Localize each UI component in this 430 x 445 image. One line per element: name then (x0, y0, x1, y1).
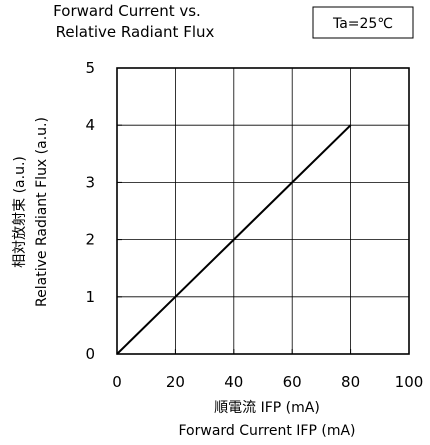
y-tick-label-5: 5 (85, 59, 95, 77)
plot-area: 0 20 40 60 80 100 0 1 2 3 4 5 (85, 59, 423, 391)
chart-title-line-1: Forward Current vs. (53, 2, 201, 20)
plot-border (116, 67, 410, 355)
y-axis-label-en: Relative Radiant Flux (a.u.) (34, 117, 50, 307)
x-axis-label-en: Forward Current IFP (mA) (179, 423, 356, 439)
x-tick-label-3: 60 (283, 373, 302, 391)
y-tick-label-3: 3 (85, 173, 95, 191)
condition-box (312, 6, 414, 39)
condition-box-label: Ta=25℃ (332, 16, 393, 32)
x-tick-label-2: 40 (224, 373, 243, 391)
x-axis-label-jp: 順電流 IFP (mA) (214, 400, 320, 416)
y-tick-label-4: 4 (85, 116, 95, 134)
y-tick-label-1: 1 (85, 288, 95, 306)
y-tick-label-0: 0 (85, 345, 95, 363)
x-tick-label-1: 20 (166, 373, 185, 391)
series-line-0 (116, 124, 352, 355)
x-tick-label-4: 80 (341, 373, 360, 391)
x-tick-label-0: 0 (112, 373, 122, 391)
chart-title-line-2: Relative Radiant Flux (56, 23, 215, 41)
y-axis-label-jp: 相対放射束 (a.u.) (12, 156, 28, 268)
x-tick-label-5: 100 (395, 373, 424, 391)
y-tick-label-2: 2 (85, 231, 95, 249)
